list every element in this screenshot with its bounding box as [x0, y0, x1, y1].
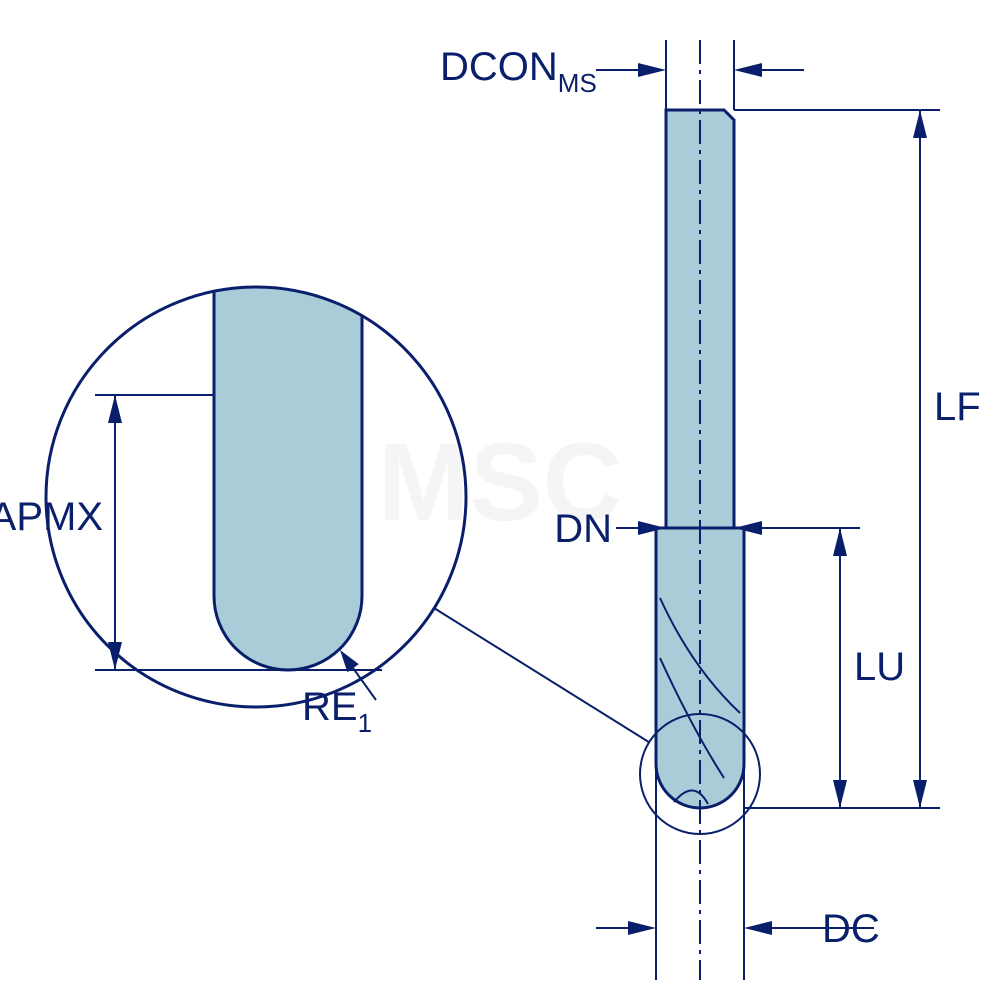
apmx-label: APMX	[0, 495, 103, 539]
main-tool	[656, 40, 744, 980]
technical-diagram: MSC DCONMS LF	[0, 0, 1000, 1000]
dc-label: DC	[822, 907, 880, 951]
detail-leader	[434, 608, 649, 742]
lu-label: LU	[854, 645, 905, 689]
dim-lf: LF	[734, 110, 981, 808]
dn-label: DN	[554, 507, 612, 551]
re-label: RE1	[302, 685, 372, 738]
dim-dcon: DCONMS	[440, 40, 804, 110]
dcon-label: DCONMS	[440, 45, 597, 98]
detail-tool	[214, 212, 362, 670]
dim-lu: LU	[744, 528, 905, 808]
main-centerline	[699, 40, 701, 980]
lf-label: LF	[934, 385, 981, 429]
